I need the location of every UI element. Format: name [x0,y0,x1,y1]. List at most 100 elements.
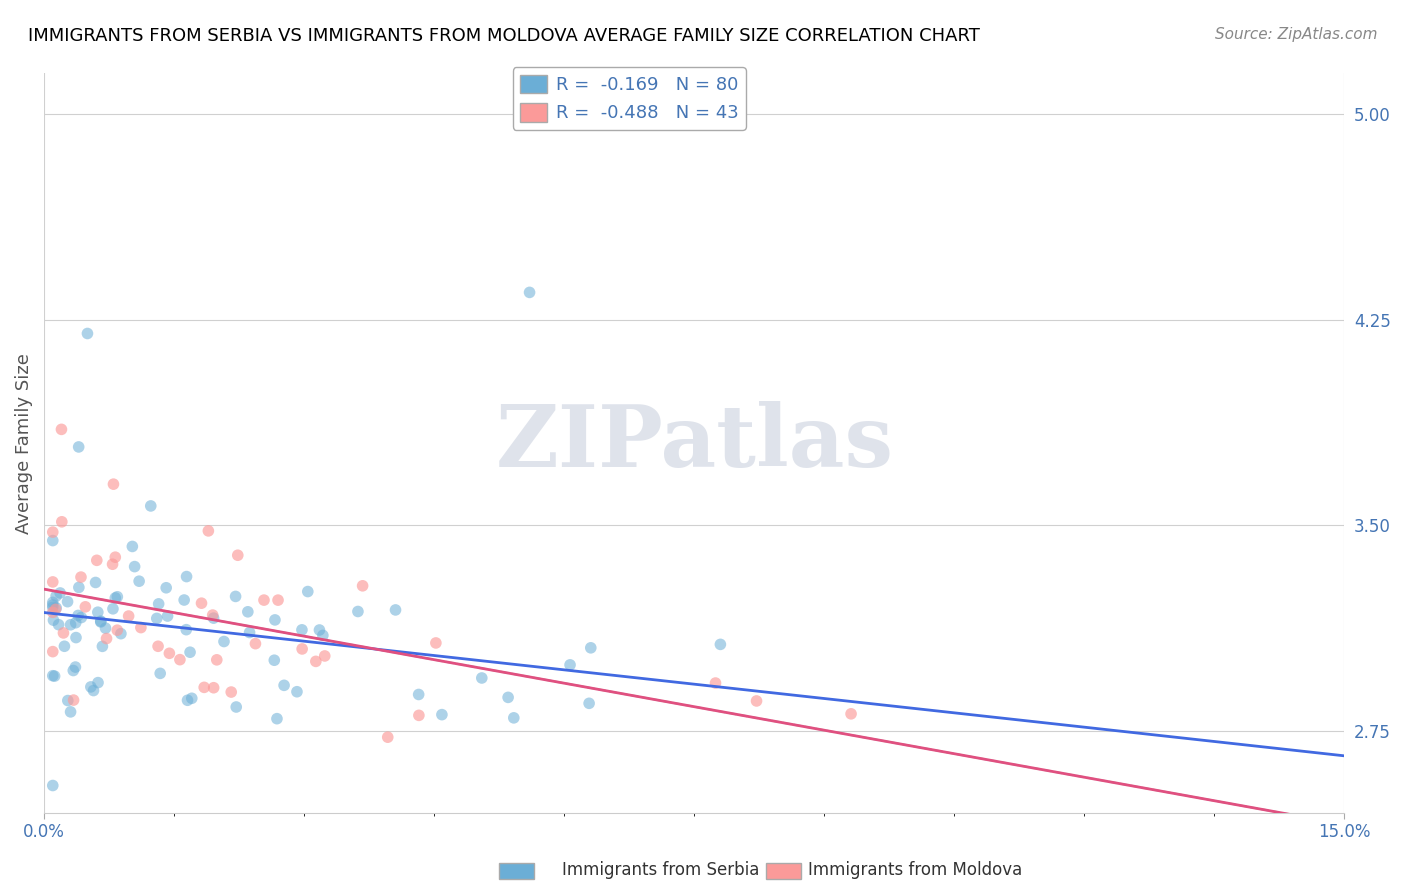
Point [70,610,93,624]
Point [266,712,288,726]
Point [42,574,65,589]
Point [96,632,118,646]
Point [56,693,79,707]
Point [124,559,146,574]
Point [104,591,127,605]
Point [42,595,65,609]
Point [90,614,112,628]
Point [267,593,290,607]
Point [225,590,247,604]
Point [312,628,335,642]
Point [558,657,581,672]
Point [65,660,87,674]
Point [179,645,201,659]
Point [101,558,124,572]
Point [70,570,93,584]
Point [496,690,519,705]
Point [87,605,110,619]
Point [121,540,143,554]
Point [104,550,127,565]
Point [578,696,600,710]
Text: Source: ZipAtlas.com: Source: ZipAtlas.com [1215,27,1378,42]
Point [169,653,191,667]
Point [155,581,177,595]
Point [80,680,103,694]
Legend: R =  -0.169   N = 80, R =  -0.488   N = 43: R = -0.169 N = 80, R = -0.488 N = 43 [513,68,747,129]
Point [52,626,75,640]
Point [202,681,225,695]
Point [352,579,374,593]
Point [59,705,82,719]
Point [103,477,125,491]
Point [148,597,170,611]
Point [502,711,524,725]
Point [174,623,197,637]
Point [87,675,110,690]
Point [180,691,202,706]
Point [146,611,169,625]
Point [105,590,128,604]
Text: ZIPatlas: ZIPatlas [495,401,893,485]
Point [704,676,727,690]
Point [193,681,215,695]
Point [471,671,494,685]
Point [129,621,152,635]
Point [83,683,105,698]
Point [212,634,235,648]
Point [176,693,198,707]
Point [67,580,90,594]
Point [579,640,602,655]
Point [384,603,406,617]
Point [314,648,336,663]
Point [42,779,65,793]
Point [236,605,259,619]
Point [42,533,65,548]
Point [197,524,219,538]
Point [117,609,139,624]
Point [42,613,65,627]
Point [49,586,72,600]
Point [62,664,84,678]
Point [225,700,247,714]
Point [202,611,225,625]
Point [65,631,87,645]
Point [42,605,65,619]
Point [377,730,399,744]
Point [48,617,70,632]
Point [425,636,447,650]
Point [75,599,97,614]
Point [291,623,314,637]
Point [90,615,112,629]
Point [219,685,242,699]
Point [308,623,330,637]
Point [146,640,169,654]
Point [105,623,128,637]
Point [839,706,862,721]
Point [263,653,285,667]
Point [176,569,198,583]
Point [42,669,65,683]
Point [519,285,541,300]
Point [297,584,319,599]
Point [42,600,65,615]
Point [45,601,67,615]
Y-axis label: Average Family Size: Average Family Size [15,352,32,533]
Point [173,593,195,607]
Point [156,609,179,624]
Point [42,525,65,540]
Point [245,637,267,651]
Point [51,422,73,436]
Point [86,553,108,567]
Point [67,440,90,454]
Point [84,575,107,590]
Point [408,688,430,702]
Point [128,574,150,589]
Point [285,684,308,698]
Point [42,598,65,612]
Text: Immigrants from Serbia: Immigrants from Serbia [562,861,759,879]
Text: Immigrants from Moldova: Immigrants from Moldova [808,861,1022,879]
Point [239,625,262,640]
Point [56,595,79,609]
Point [110,626,132,640]
Point [44,669,66,683]
